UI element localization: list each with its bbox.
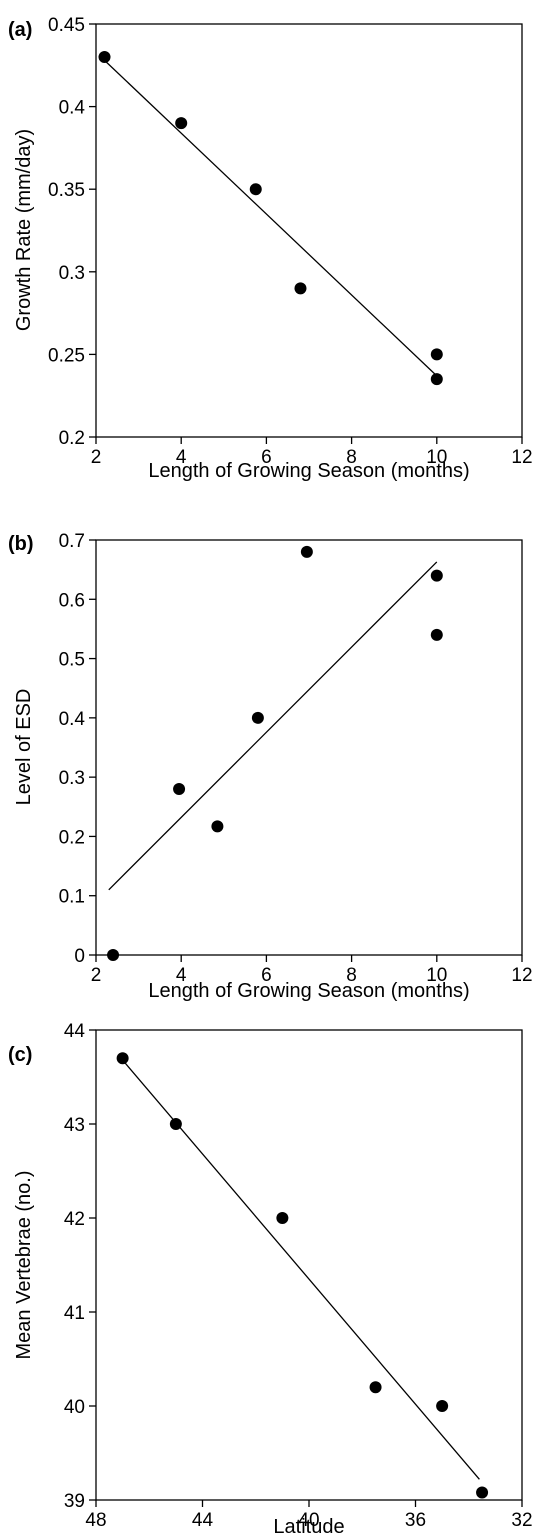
x-tick-label: 8 <box>346 447 357 468</box>
x-tick-label: 10 <box>426 965 447 986</box>
x-tick-label: 6 <box>261 447 272 468</box>
y-tick-label: 0.45 <box>48 15 85 36</box>
regression-line <box>122 1059 480 1480</box>
y-tick-label: 0.2 <box>59 428 85 449</box>
y-tick-label: 0.7 <box>59 531 85 552</box>
data-point <box>430 569 443 582</box>
data-point <box>476 1486 489 1499</box>
data-point <box>430 628 443 641</box>
data-point <box>175 117 188 130</box>
y-tick-label: 0.3 <box>59 263 85 284</box>
data-point <box>169 1118 182 1130</box>
y-axis-title: Mean Vertebrae (no.) <box>13 1171 35 1360</box>
y-tick-label: 0 <box>74 946 85 967</box>
x-tick-label: 40 <box>298 1510 319 1531</box>
x-tick-label: 12 <box>511 447 532 468</box>
panel-label: (b) <box>8 533 34 555</box>
data-point <box>173 783 186 795</box>
y-axis-title: Growth Rate (mm/day) <box>13 129 35 331</box>
regression-line <box>104 59 438 377</box>
x-tick-label: 2 <box>91 447 102 468</box>
y-tick-label: 0.1 <box>59 887 85 908</box>
y-tick-label: 0.2 <box>59 827 85 848</box>
plot-frame <box>95 23 523 438</box>
plot-frame <box>95 1029 523 1501</box>
x-tick-label: 4 <box>176 965 187 986</box>
x-tick-label: 6 <box>261 965 272 986</box>
x-tick-label: 10 <box>426 447 447 468</box>
data-point <box>116 1052 129 1065</box>
y-tick-label: 39 <box>64 1491 85 1512</box>
data-point <box>294 282 307 295</box>
y-tick-label: 44 <box>64 1021 86 1042</box>
data-point <box>211 820 224 833</box>
y-tick-label: 42 <box>64 1209 85 1230</box>
y-axis-title: Level of ESD <box>13 689 35 806</box>
data-point <box>300 545 313 558</box>
y-tick-label: 0.3 <box>59 768 85 789</box>
y-tick-label: 0.5 <box>59 650 85 671</box>
chart-panel-2: 2 4 6 8 10 12 0 0.1 0.2 0.3 0.4 0.5 0.6 0.7 (b) Length … <box>8 531 533 1002</box>
panel-label: (a) <box>8 19 32 41</box>
chart-panel-1: 2 4 6 8 10 12 0.2 0.25 0.3 0.35 0.4 0.45 (a) Length o… <box>8 15 533 482</box>
x-tick-label: 2 <box>91 965 102 986</box>
data-point <box>98 51 111 64</box>
x-tick-label: 8 <box>346 965 357 986</box>
x-tick-label: 48 <box>85 1510 106 1531</box>
x-tick-label: 32 <box>511 1510 532 1531</box>
y-tick-label: 41 <box>64 1303 85 1324</box>
x-axis-title: Latitude <box>273 1516 344 1537</box>
y-tick-label: 0.6 <box>59 590 85 611</box>
x-tick-label: 44 <box>192 1510 214 1531</box>
data-point <box>276 1212 289 1224</box>
plot-frame <box>95 539 523 956</box>
regression-line <box>108 561 438 891</box>
data-point <box>107 949 120 961</box>
y-tick-label: 43 <box>64 1115 85 1136</box>
data-point <box>369 1381 382 1394</box>
x-axis-title: Length of Growing Season (months) <box>148 460 469 482</box>
x-tick-label: 12 <box>511 965 532 986</box>
y-tick-label: 0.35 <box>48 180 85 201</box>
y-tick-label: 40 <box>64 1397 85 1418</box>
x-tick-label: 4 <box>176 447 187 468</box>
data-point <box>430 348 443 361</box>
chart-panel-3: 48 44 40 36 32 39 40 41 42 43 44 (c) Latitude Mean Ve… <box>8 1021 533 1537</box>
data-point <box>430 373 443 386</box>
x-axis-title: Length of Growing Season (months) <box>148 980 469 1002</box>
y-tick-label: 0.4 <box>59 98 86 119</box>
x-tick-label: 36 <box>405 1510 426 1531</box>
y-tick-label: 0.25 <box>48 345 85 366</box>
data-point <box>251 711 264 724</box>
data-point <box>249 183 262 196</box>
panel-label: (c) <box>8 1044 32 1066</box>
y-tick-label: 0.4 <box>59 709 86 730</box>
data-point <box>436 1400 449 1412</box>
